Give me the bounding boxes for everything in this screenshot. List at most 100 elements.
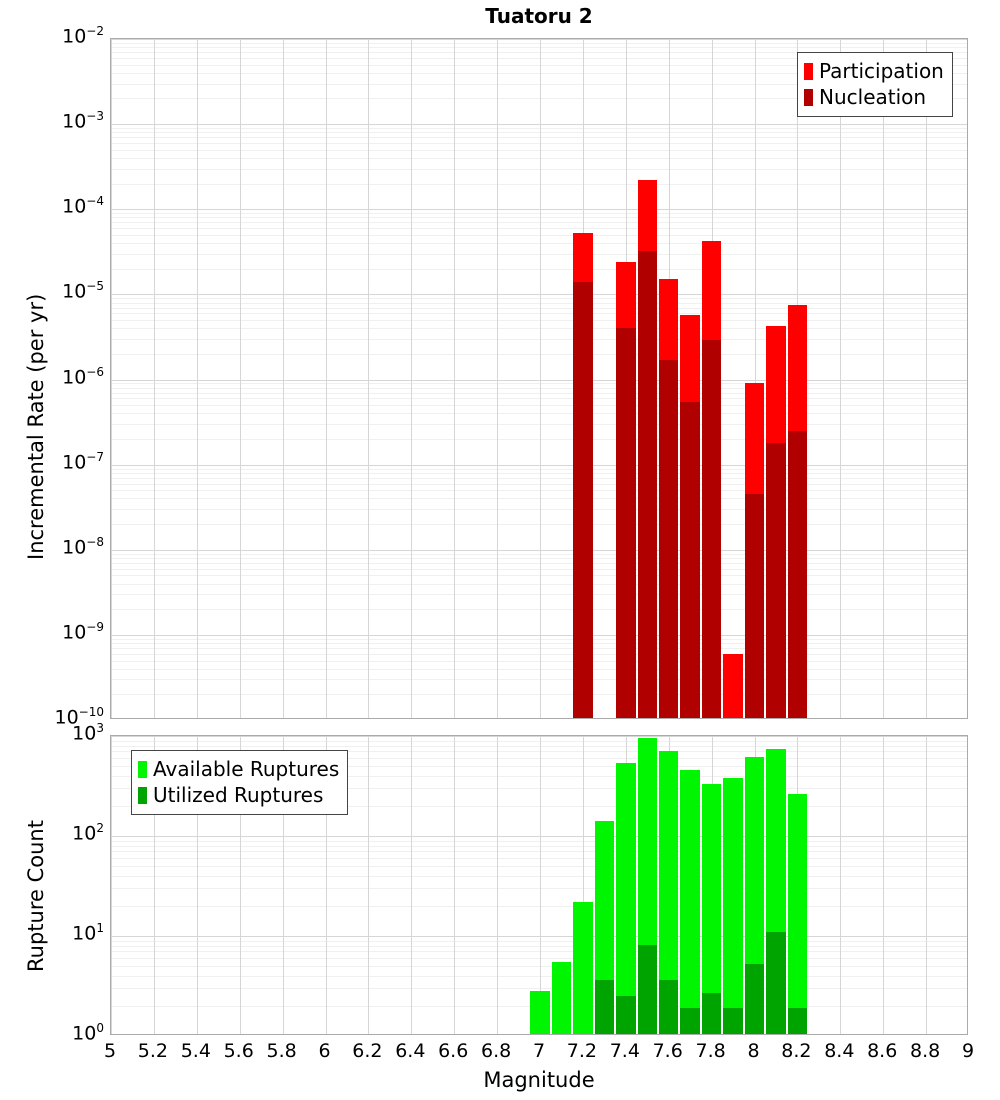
gridline-minor	[111, 643, 967, 645]
gridline-major	[111, 39, 967, 40]
y-tick-label: 101	[72, 921, 104, 945]
gridline-vertical	[582, 736, 584, 1034]
x-tick-label: 7.8	[695, 1040, 726, 1062]
bar-participation-7.9	[723, 653, 743, 718]
gridline-minor	[111, 840, 967, 842]
gridline-minor	[111, 472, 967, 474]
gridline-minor	[111, 498, 967, 500]
gridline-minor	[111, 468, 967, 470]
bar-utilized-ruptures-8.2	[787, 1008, 808, 1034]
y-tick-label: 10−5	[62, 279, 104, 303]
y-tick-label: 10−7	[62, 449, 104, 473]
gridline-minor	[111, 234, 967, 236]
gridline-minor	[111, 845, 967, 847]
gridline-minor	[111, 42, 967, 44]
gridline-minor	[111, 775, 967, 777]
gridline-minor	[111, 562, 967, 564]
y-tick-label: 10−3	[62, 109, 104, 133]
bar-available-ruptures-7.8	[701, 784, 722, 1034]
gridline-minor	[111, 307, 967, 309]
y-tick-label: 100	[72, 1021, 104, 1045]
bar-utilized-ruptures-7.6	[658, 980, 679, 1034]
gridline-vertical	[153, 736, 155, 1034]
y-tick-label: 102	[72, 821, 104, 845]
bar-available-ruptures-7.7	[680, 769, 700, 1034]
x-tick-label: 8.4	[824, 1040, 855, 1062]
gridline-minor	[111, 875, 967, 877]
gridline-minor	[111, 568, 967, 570]
gridline-minor	[111, 745, 967, 747]
participation-color-swatch	[804, 62, 813, 80]
x-tick-label: 7.4	[609, 1040, 640, 1062]
gridline-minor	[111, 128, 967, 130]
gridline-major	[111, 634, 967, 636]
gridline-minor	[111, 253, 967, 255]
x-tick-label: 7.2	[566, 1040, 597, 1062]
gridline-minor	[111, 387, 967, 389]
gridline-minor	[111, 298, 967, 300]
bar-utilized-ruptures-7.3	[594, 980, 615, 1034]
bar-nucleation-7.7	[680, 401, 700, 718]
gridline-minor	[111, 866, 967, 868]
gridline-minor	[111, 766, 967, 768]
x-tick-label: 8.6	[867, 1040, 898, 1062]
gridline-minor	[111, 398, 967, 400]
y-tick-label: 103	[72, 721, 104, 745]
x-tick-label: 7.6	[652, 1040, 683, 1062]
gridline-minor	[111, 149, 967, 151]
gridline-minor	[111, 679, 967, 681]
x-tick-label: 6.6	[438, 1040, 469, 1062]
page-title: Tuatoru 2	[485, 4, 593, 28]
gridline-major	[111, 549, 967, 551]
x-axis-label: Magnitude	[483, 1068, 595, 1092]
gridline-vertical	[325, 39, 327, 718]
bar-nucleation-7.5	[637, 251, 657, 718]
gridline-minor	[111, 668, 967, 670]
gridline-major	[111, 294, 967, 296]
gridline-minor	[111, 137, 967, 139]
legend-item-nucleation: Nucleation	[804, 84, 944, 110]
gridline-minor	[111, 47, 967, 49]
gridline-minor	[111, 320, 967, 321]
bar-utilized-ruptures-7.5	[637, 944, 657, 1034]
gridline-vertical	[368, 39, 370, 718]
bar-nucleation-8.2	[787, 430, 808, 718]
gridline-minor	[111, 594, 967, 596]
gridline-vertical	[282, 736, 284, 1034]
gridline-minor	[111, 168, 967, 170]
gridline-minor	[111, 313, 967, 315]
gridline-minor	[111, 243, 967, 245]
bar-nucleation-8	[744, 494, 765, 718]
gridline-minor	[111, 98, 967, 100]
top-panel-y-axis-label: Incremental Rate (per yr)	[24, 293, 48, 560]
x-tick-label: 5.4	[180, 1040, 211, 1062]
gridline-vertical	[926, 736, 928, 1034]
utilized-ruptures-color-swatch	[138, 786, 147, 804]
bar-utilized-ruptures-7.7	[680, 1008, 700, 1034]
gridline-vertical	[454, 736, 456, 1034]
legend-item-utilized-ruptures: Utilized Ruptures	[138, 782, 339, 808]
gridline-minor	[111, 353, 967, 355]
bar-available-ruptures-8.2	[787, 793, 808, 1034]
gridline-major	[111, 209, 967, 211]
gridline-minor	[111, 477, 967, 479]
bar-nucleation-8.1	[766, 442, 786, 718]
gridline-minor	[111, 788, 967, 790]
x-tick-label: 8.8	[909, 1040, 941, 1062]
gridline-vertical	[196, 39, 198, 718]
bar-utilized-ruptures-7.4	[616, 996, 636, 1034]
bar-utilized-ruptures-8.1	[766, 931, 786, 1034]
gridline-minor	[111, 405, 967, 407]
gridline-minor	[111, 609, 967, 611]
gridline-minor	[111, 751, 967, 753]
gridline-vertical	[883, 39, 885, 718]
gridline-minor	[111, 424, 967, 425]
bar-utilized-ruptures-8	[744, 963, 765, 1034]
gridline-minor	[111, 648, 967, 650]
gridline-vertical	[497, 39, 499, 718]
gridline-vertical	[540, 736, 541, 1034]
incremental-rate-plot-area	[110, 38, 968, 719]
gridline-vertical	[540, 39, 541, 718]
gridline-vertical	[754, 39, 756, 718]
